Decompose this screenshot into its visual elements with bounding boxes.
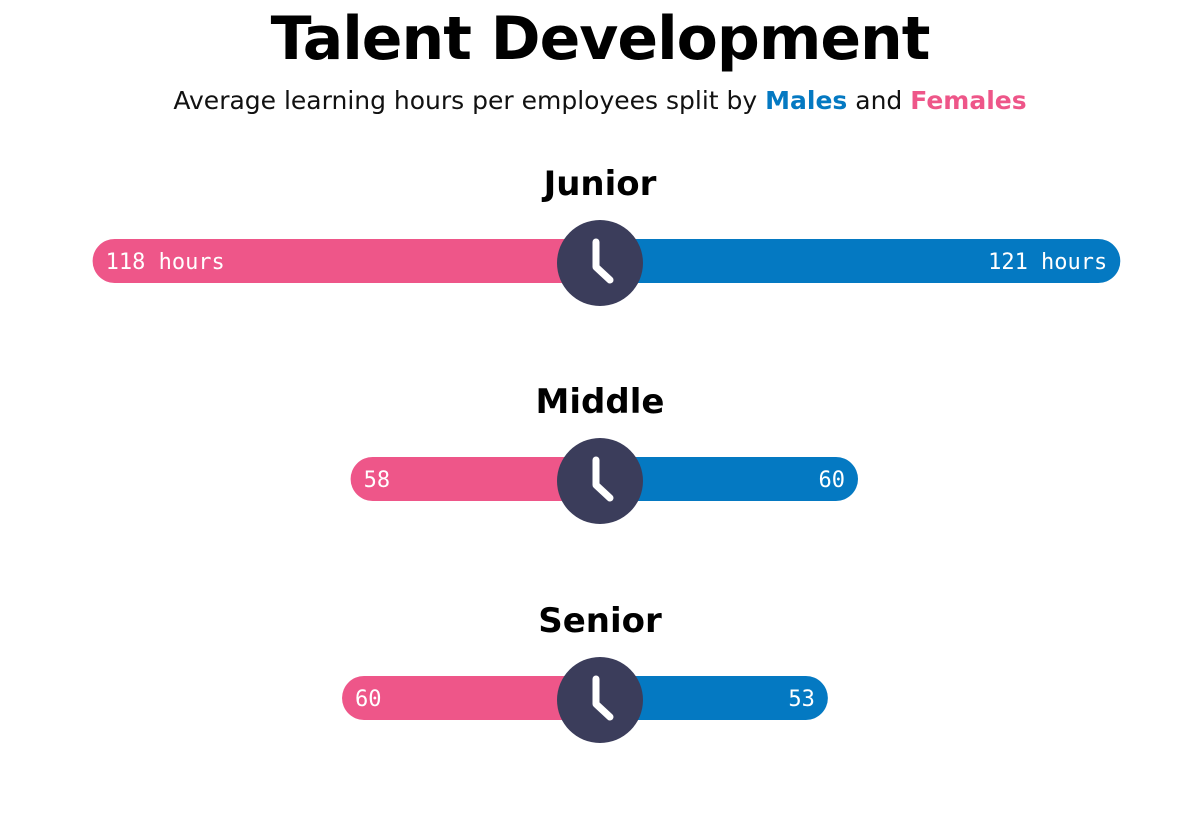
subtitle-prefix: Average learning hours per employees spl… (173, 86, 758, 115)
bar-male (600, 457, 858, 501)
subtitle-connector: and (855, 86, 903, 115)
row-junior: Junior 118 hours 121 hours (92, 164, 1121, 306)
clock-icon (557, 657, 643, 743)
chart-title: Talent Development (270, 4, 931, 74)
bar-male (600, 239, 1121, 283)
category-label: Senior (538, 601, 662, 641)
chart-subtitle: Average learning hours per employees spl… (0, 86, 1200, 115)
row-middle: Middle 58 60 (350, 382, 858, 524)
clock-icon (557, 438, 643, 524)
category-label: Junior (542, 164, 657, 204)
row-senior: Senior 60 53 (342, 601, 828, 743)
value-label-female: 58 (364, 468, 391, 493)
bar-male (600, 676, 828, 720)
legend-males: Males (765, 86, 848, 115)
value-label-female: 118 hours (106, 250, 225, 275)
bar-female (92, 239, 600, 283)
value-label-female: 60 (355, 687, 382, 712)
bar-female (342, 676, 600, 720)
legend-females: Females (910, 86, 1027, 115)
clock-icon (557, 220, 643, 306)
value-label-male: 121 hours (988, 250, 1107, 275)
value-label-male: 53 (788, 687, 815, 712)
bar-female (350, 457, 600, 501)
value-label-male: 60 (819, 468, 846, 493)
category-label: Middle (536, 382, 665, 422)
